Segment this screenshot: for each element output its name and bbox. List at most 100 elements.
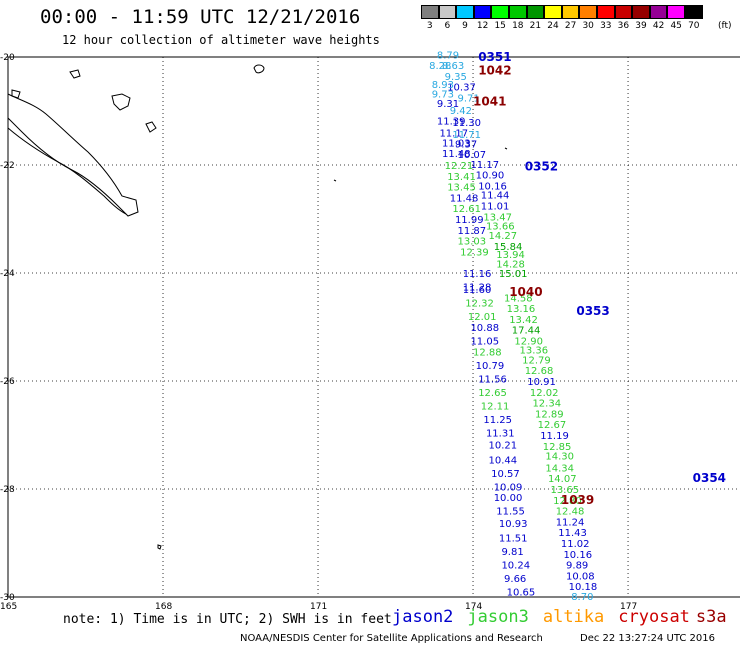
- wave-height-value: 11.55: [496, 507, 525, 518]
- wave-height-value: 12.11: [481, 401, 510, 412]
- island-dot-2: [157, 544, 162, 550]
- wave-height-value: 10.90: [476, 171, 505, 182]
- map-frame: [7, 56, 740, 598]
- wave-height-value: 9.73: [432, 90, 454, 101]
- wave-height-value: 12.32: [465, 299, 494, 310]
- wave-height-value: 13.16: [507, 304, 536, 315]
- satellite-legend-s3a: s3a: [695, 607, 727, 627]
- legend-label: 36: [617, 21, 630, 31]
- legend-label: 21: [529, 21, 542, 31]
- footer-credit: NOAA/NESDIS Center for Satellite Applica…: [240, 633, 543, 644]
- wave-height-value: 13.66: [486, 221, 515, 232]
- wave-height-value: 14.07: [548, 474, 577, 485]
- loyalty-island-4: [11, 89, 21, 99]
- wave-height-value: 14.28: [496, 259, 525, 270]
- satellite-legend-cryosat: cryosat: [618, 607, 690, 627]
- longitude-label: 165: [0, 602, 17, 612]
- wave-height-value: 8.28: [429, 61, 451, 72]
- wave-height-value: 11.99: [455, 215, 484, 226]
- wave-height-value: 13.41: [447, 172, 476, 183]
- wave-height-value: 8.63: [442, 61, 464, 72]
- wave-height-value: 10.91: [527, 377, 556, 388]
- wave-height-value: 14.34: [545, 463, 574, 474]
- wave-height-value: 11.01: [481, 202, 510, 213]
- wave-height-value: 11.39: [437, 117, 466, 128]
- wave-height-value: 9.71: [458, 94, 480, 105]
- legend-swatch: [667, 5, 685, 19]
- wave-height-value: 11.16: [463, 269, 492, 280]
- wave-height-value: 9.31: [437, 99, 459, 110]
- wave-height-value: 12.85: [543, 442, 572, 453]
- legend-swatch: [684, 5, 703, 19]
- legend-label: 9: [462, 21, 468, 31]
- wave-height-value: 14.27: [489, 231, 518, 242]
- wave-height-value: 12.65: [478, 388, 507, 399]
- wave-height-value: 9.66: [504, 574, 526, 585]
- satellite-legend-altika: altika: [542, 607, 605, 627]
- wave-height-value: 11.43: [558, 528, 587, 539]
- satellite-legend: jason2 jason3 altika cryosat s3a: [392, 607, 740, 627]
- wave-height-value: 10.00: [494, 493, 523, 504]
- wave-height-value: 8.70: [571, 592, 593, 603]
- legend-swatch: [456, 5, 474, 19]
- legend-swatch: [579, 5, 597, 19]
- wave-height-value: 11.17: [439, 129, 468, 140]
- legend-label: 12: [476, 21, 489, 31]
- wave-height-value: 12.67: [538, 420, 567, 431]
- wave-height-value: 10.24: [501, 561, 530, 572]
- wave-height-value: 13.65: [551, 485, 580, 496]
- scale-unit-label: (ft): [718, 21, 732, 31]
- latitude-label: -24: [0, 269, 15, 279]
- latitude-label: -26: [0, 377, 15, 387]
- legend-swatch: [421, 5, 439, 19]
- legend-swatch: [632, 5, 650, 19]
- units-note: note: 1) Time is in UTC; 2) SWH is in fe…: [63, 612, 392, 627]
- wave-height-value: 11.19: [540, 431, 569, 442]
- pass-time-label: 0352: [525, 160, 558, 174]
- wave-height-value: 10.93: [499, 519, 528, 530]
- wave-height-value: 11.30: [452, 118, 481, 129]
- pass-time-label: 0354: [693, 471, 726, 485]
- pass-time-label: 1041: [473, 94, 506, 108]
- wave-height-value: 12.01: [468, 312, 497, 323]
- island-small-1: [253, 64, 265, 74]
- map-subtitle: 12 hour collection of altimeter wave hei…: [62, 33, 380, 47]
- latitude-label: -28: [0, 485, 15, 495]
- legend-label: 45: [670, 21, 682, 31]
- legend-label: 6: [444, 21, 451, 31]
- wave-height-value: 15.84: [494, 242, 523, 253]
- pass-time-label: 1042: [478, 64, 511, 78]
- pass-time-label: 1040: [509, 285, 542, 299]
- wave-height-value: 10.08: [566, 571, 595, 582]
- wave-height-value: 11.02: [561, 539, 590, 550]
- wave-height-value: 12.02: [530, 388, 559, 399]
- wave-height-value: 9.35: [445, 72, 467, 83]
- wave-height-value: 17.44: [512, 326, 541, 337]
- footer-timestamp: Dec 22 13:27:24 UTC 2016: [580, 633, 715, 644]
- wave-height-value: 10.88: [470, 323, 499, 334]
- wave-height-value: 12.80: [553, 496, 582, 507]
- latitude-label: -22: [0, 161, 15, 171]
- coastline: [7, 64, 508, 550]
- latitude-label: -30: [0, 593, 15, 603]
- wave-height-value: 12.90: [514, 337, 543, 348]
- wave-height-value: 9.81: [501, 547, 523, 558]
- wave-height-value: 11.31: [486, 428, 515, 439]
- wave-height-value: 12.88: [473, 347, 502, 358]
- wave-height-value: 13.36: [520, 346, 549, 357]
- wave-height-value: 12.34: [532, 399, 561, 410]
- pass-time-label: 0351: [478, 50, 511, 64]
- wave-height-color-scale: [421, 5, 703, 19]
- legend-swatch: [491, 5, 509, 19]
- legend-swatch: [561, 5, 580, 19]
- wave-height-value: 10.37: [447, 83, 476, 94]
- legend-swatch: [438, 5, 457, 19]
- wave-height-value: 14.58: [504, 293, 533, 304]
- wave-height-value: 10.18: [569, 582, 598, 593]
- wave-height-value: 13.45: [447, 183, 476, 194]
- wave-height-value: 11.48: [450, 193, 479, 204]
- wave-height-value: 10.44: [489, 455, 518, 466]
